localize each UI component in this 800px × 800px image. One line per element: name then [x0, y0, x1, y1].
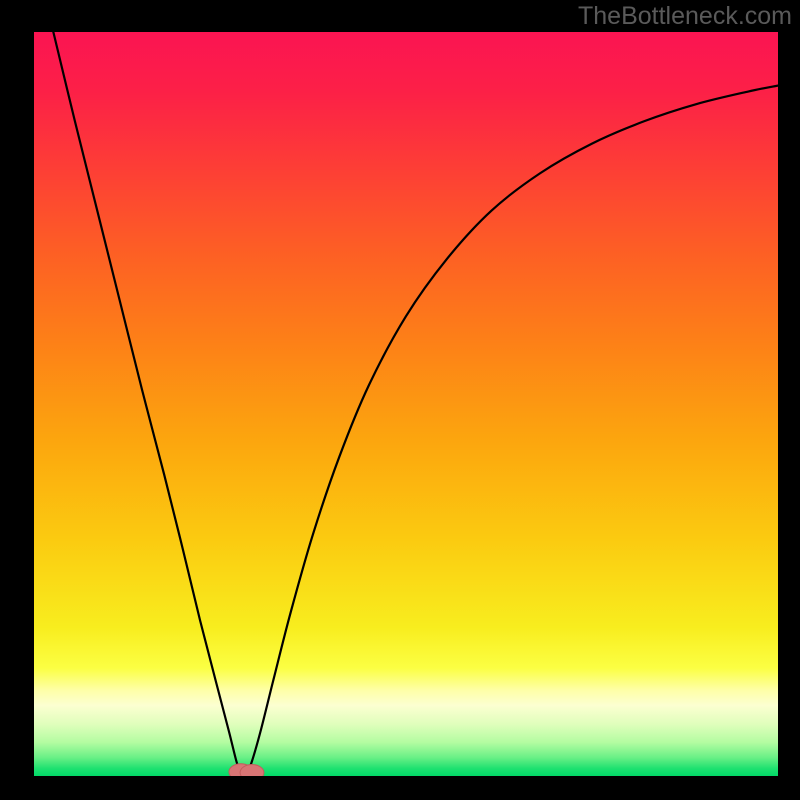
- optimum-markers: [229, 764, 264, 776]
- plot-svg: [34, 32, 778, 776]
- watermark-text: TheBottleneck.com: [578, 2, 792, 31]
- plot-area: [34, 32, 778, 776]
